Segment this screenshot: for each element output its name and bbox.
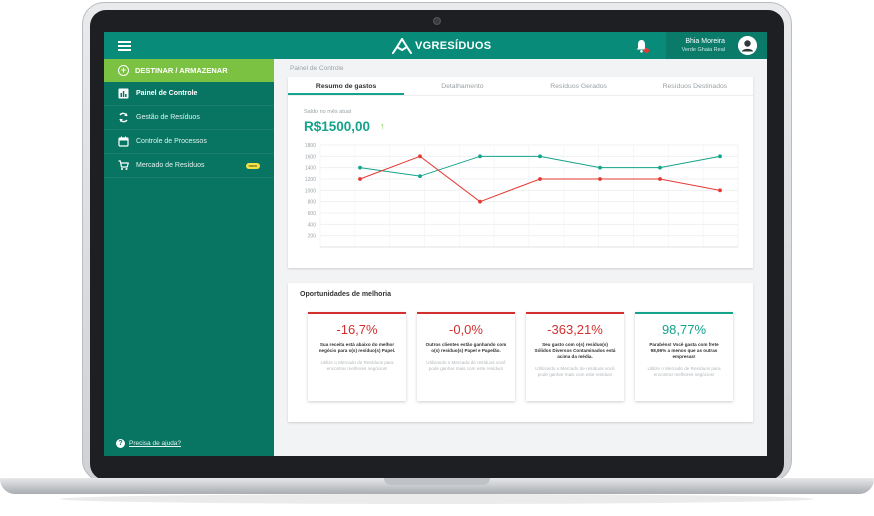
tab-residuos-gerados[interactable]: Resíduos Gerados	[550, 83, 607, 90]
app-screen: VGRESÍDUOS Bhia Moreira Verde Ghaia Real…	[104, 32, 767, 456]
y-tick-label: 400	[308, 222, 317, 228]
opportunity-description: Outros clientes estão ganhando com o(s) …	[425, 342, 507, 353]
data-point	[418, 154, 422, 159]
camera-icon	[433, 17, 441, 25]
opportunity-description: Seu gasto com o(s) resíduo(s) Sólidos Di…	[534, 342, 616, 359]
arrow-up-icon: ↑	[380, 121, 385, 131]
data-point	[658, 177, 662, 181]
data-point	[418, 174, 422, 179]
opportunity-card[interactable]: -363,21% Seu gasto com o(s) resíduo(s) S…	[526, 312, 624, 401]
cta-label: DESTINAR / ARMAZENAR	[135, 66, 228, 75]
balance-label: Saldo no mês atual	[304, 109, 352, 115]
sidebar-item-controle-de-processos[interactable]: Controle de Processos	[104, 130, 274, 154]
tab-bar: Resumo de gastos Detalhamento Resíduos G…	[288, 77, 753, 96]
sidebar-item-label: Mercado de Resíduos	[136, 162, 205, 169]
y-tick-label: 200	[308, 234, 317, 240]
opportunity-description: Parabéns! Você gasta com frete 98,96% a …	[649, 342, 719, 359]
opportunity-suggestion: Utilizando o Mercado de resíduos você po…	[535, 366, 615, 377]
data-point	[658, 165, 662, 170]
opportunities-card: Oportunidades de melhoria -16,7% Sua rec…	[288, 283, 753, 422]
top-bar: VGRESÍDUOS Bhia Moreira Verde Ghaia Real	[104, 32, 767, 59]
data-point	[538, 177, 542, 181]
data-point	[358, 165, 362, 170]
main-content: Painel de Controle Resumo de gastos Deta…	[274, 59, 767, 456]
user-name: Bhia Moreira	[685, 38, 725, 45]
menu-icon[interactable]	[118, 41, 131, 51]
breadcrumb: Painel de Controle	[290, 65, 344, 72]
help-link[interactable]: ? Precisa de ajuda?	[116, 439, 181, 448]
data-point	[538, 154, 542, 159]
data-point	[478, 199, 482, 204]
tab-resumo-de-gastos[interactable]: Resumo de gastos	[288, 77, 405, 95]
opportunity-suggestion: Utilize o Mercado de Resíduos para encon…	[647, 366, 721, 377]
plus-circle-icon: +	[118, 65, 129, 76]
sidebar-item-mercado-de-residuos[interactable]: Mercado de Resíduos novo	[104, 154, 274, 178]
data-point	[718, 188, 722, 193]
destinar-armazenar-button[interactable]: + DESTINAR / ARMAZENAR	[104, 59, 274, 82]
help-label: Precisa de ajuda?	[129, 440, 182, 447]
opportunity-card[interactable]: -16,7% Sua receita está abaixo do melhor…	[308, 312, 406, 401]
opportunity-suggestion: Utilizando o Mercado de resíduos você po…	[426, 360, 506, 371]
opportunity-percentage: 98,77%	[661, 322, 707, 337]
chart-icon	[118, 88, 129, 99]
sidebar-item-label: Controle de Processos	[136, 138, 207, 145]
opportunity-card[interactable]: -0,0% Outros clientes estão ganhando com…	[417, 312, 515, 401]
opportunity-percentage: -0,0%	[449, 322, 483, 337]
sidebar-item-gestao-de-residuos[interactable]: Gestão de Resíduos	[104, 106, 274, 130]
opportunities-title: Oportunidades de melhoria	[300, 291, 392, 298]
tab-residuos-destinados[interactable]: Resíduos Destinados	[662, 83, 728, 90]
refresh-icon	[119, 112, 128, 123]
balance-value: R$1500,00	[304, 119, 371, 134]
notification-dot	[644, 48, 649, 53]
y-tick-label: 1000	[305, 188, 316, 194]
tab-detalhamento[interactable]: Detalhamento	[441, 83, 484, 90]
data-point	[478, 154, 482, 159]
logo-icon	[392, 38, 412, 54]
y-tick-label: 1800	[305, 143, 316, 149]
data-point	[718, 154, 722, 159]
laptop-shadow	[60, 494, 814, 504]
y-tick-label: 1600	[305, 154, 316, 160]
laptop-notch	[384, 478, 490, 485]
user-organization: Verde Ghaia Real	[681, 47, 725, 53]
y-tick-label: 600	[308, 211, 317, 217]
spending-summary-card: Resumo de gastos Detalhamento Resíduos G…	[288, 77, 753, 268]
sidebar-item-label: Gestão de Resíduos	[136, 114, 200, 121]
calendar-icon	[118, 136, 129, 147]
opportunity-description: Sua receita está abaixo do melhor negóci…	[318, 342, 396, 353]
help-icon: ?	[116, 439, 125, 448]
sidebar-item-label: Painel de Controle	[136, 90, 198, 97]
bell-icon[interactable]	[635, 39, 648, 53]
opportunity-percentage: -363,21%	[547, 322, 603, 337]
logo-text: VGRESÍDUOS	[415, 40, 492, 52]
opportunities-list: -16,7% Sua receita está abaixo do melhor…	[308, 312, 733, 401]
user-menu[interactable]: Bhia Moreira Verde Ghaia Real	[666, 32, 767, 59]
y-tick-label: 1200	[305, 177, 316, 183]
avatar-icon[interactable]	[738, 36, 757, 55]
series-line-0	[359, 155, 721, 177]
new-badge: novo	[245, 162, 260, 169]
data-point	[358, 177, 362, 181]
laptop-base	[0, 478, 874, 494]
opportunity-card[interactable]: 98,77% Parabéns! Você gasta com frete 98…	[635, 312, 733, 401]
app-logo: VGRESÍDUOS	[392, 37, 491, 55]
spending-line-chart: 1800 1600 1400 1200 1000 800 600 400 200	[305, 143, 739, 248]
opportunity-percentage: -16,7%	[336, 322, 378, 337]
sidebar-nav: Painel de Controle Gestão de Resíduos Co…	[104, 82, 274, 178]
y-tick-label: 800	[308, 200, 317, 206]
sidebar: + DESTINAR / ARMAZENAR Painel de Control…	[104, 59, 274, 456]
cart-icon	[118, 160, 129, 170]
data-point	[598, 165, 602, 170]
data-point	[598, 177, 602, 181]
opportunity-suggestion: Utilize o Mercado de Resíduos para encon…	[320, 360, 394, 371]
sidebar-item-painel-de-controle[interactable]: Painel de Controle	[104, 82, 274, 106]
y-tick-label: 1400	[305, 166, 316, 172]
